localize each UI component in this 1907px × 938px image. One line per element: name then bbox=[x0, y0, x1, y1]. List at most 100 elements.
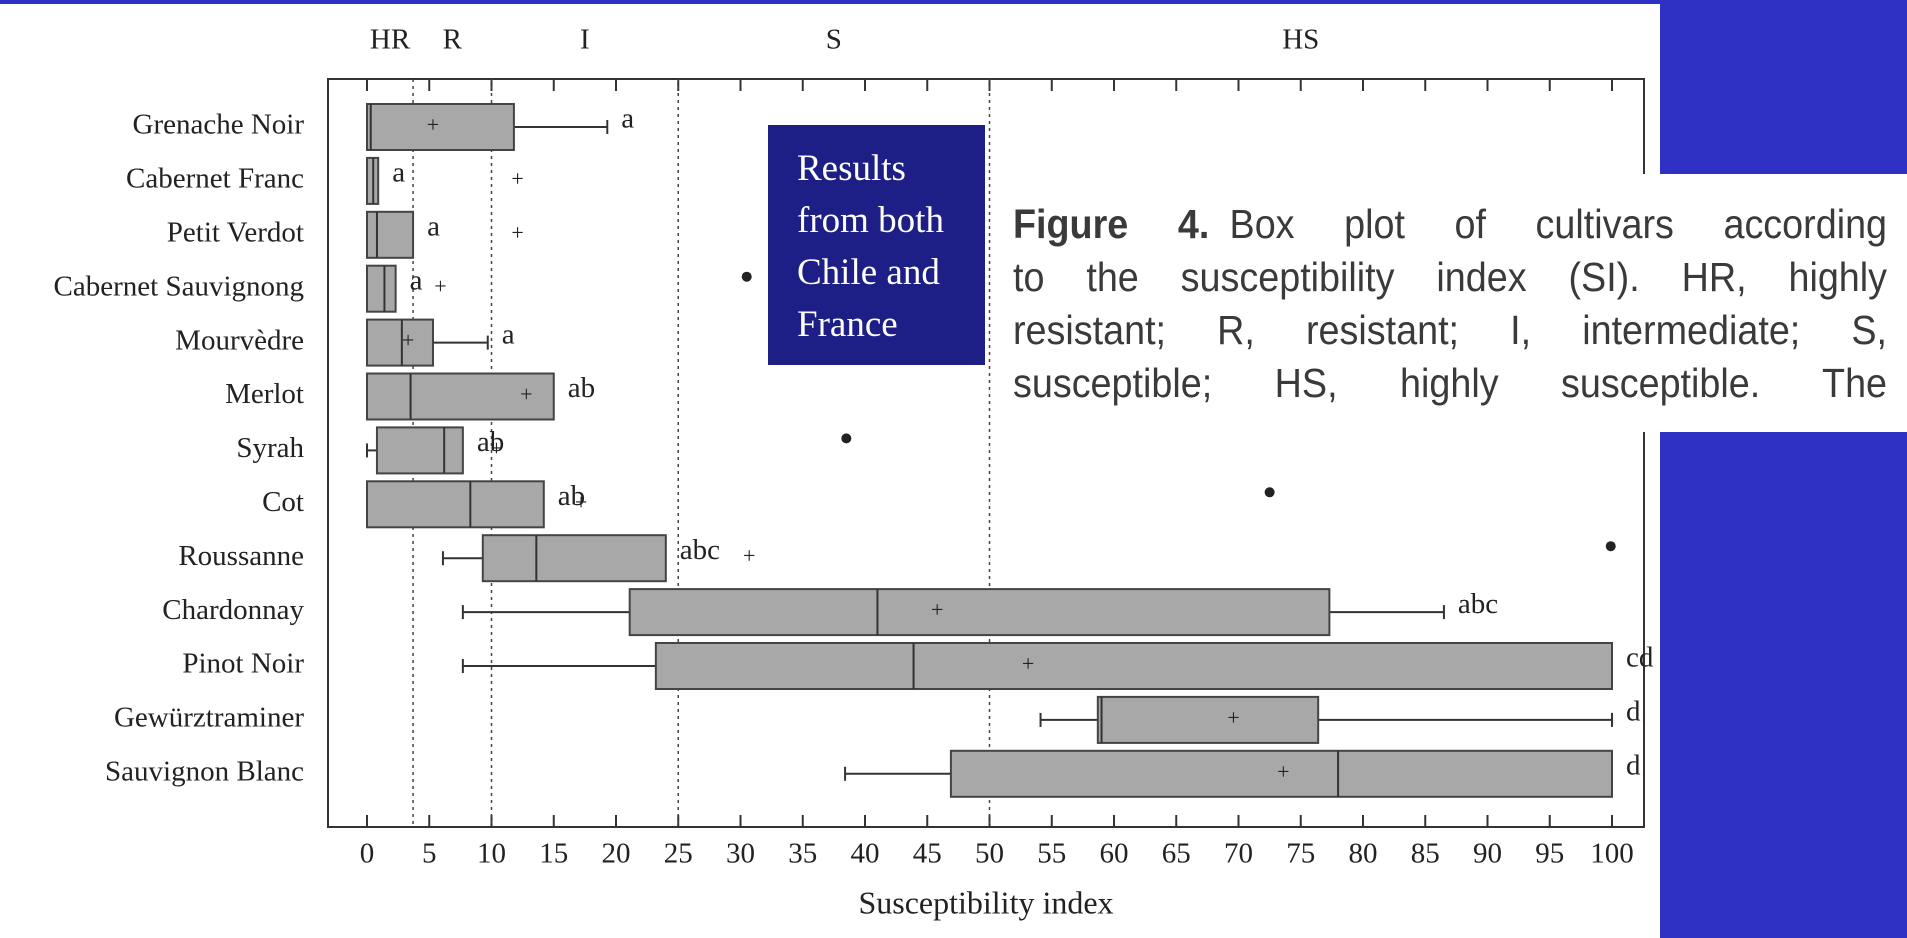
zone-label: I bbox=[580, 24, 590, 56]
category-label: Petit Verdot bbox=[167, 216, 304, 248]
caption-text: to the susceptibility index (SI). HR, hi… bbox=[1013, 254, 1888, 300]
x-tick-label: 100 bbox=[1590, 838, 1634, 870]
chart: 0 5 10 15 20 25 30 35 40 45 50 55 60 65 70 75 80 85 90 95 10… bbox=[54, 24, 1654, 921]
x-tick-label: 40 bbox=[851, 838, 880, 870]
caption-label: Figure 4. bbox=[1013, 201, 1210, 247]
category-label: Gewürztraminer bbox=[114, 702, 304, 734]
outlier bbox=[1264, 487, 1275, 498]
x-tick-label: 45 bbox=[913, 838, 942, 870]
caption-line: to the susceptibility index (SI). HR, hi… bbox=[1013, 251, 1887, 304]
box bbox=[366, 318, 434, 367]
category-label: Grenache Noir bbox=[133, 109, 305, 141]
caption: Figure 4. Box plot of cultivars according… bbox=[995, 174, 1907, 432]
caption-text: resistant; R, resistant; I, intermediate… bbox=[1013, 307, 1888, 353]
note-line: France bbox=[797, 304, 898, 345]
mean-marker: + bbox=[1227, 705, 1239, 730]
x-tick-label: 25 bbox=[664, 838, 693, 870]
category-label: Mourvèdre bbox=[175, 324, 304, 356]
group-letter: a bbox=[427, 210, 440, 242]
group-letter: abc bbox=[680, 534, 720, 566]
group-letter: a bbox=[392, 157, 405, 189]
caption-line: resistant; R, resistant; I, intermediate… bbox=[1013, 304, 1887, 357]
outlier bbox=[841, 433, 852, 444]
x-tick-label: 95 bbox=[1535, 838, 1564, 870]
x-tick-label: 0 bbox=[360, 838, 375, 870]
category-label: Roussanne bbox=[178, 540, 304, 572]
category-label: Pinot Noir bbox=[182, 648, 304, 680]
category-label: Cabernet Franc bbox=[126, 163, 304, 195]
note-box: Results from both Chile and France bbox=[768, 125, 985, 365]
mean-marker: + bbox=[575, 489, 587, 514]
note-line: Chile and bbox=[797, 252, 940, 293]
caption-text: susceptible; HS, highly susceptible. The bbox=[1013, 360, 1888, 406]
caption-line: susceptible; HS, highly susceptible. The bbox=[1013, 357, 1887, 410]
group-letter: ab bbox=[558, 480, 585, 512]
mean-marker: + bbox=[743, 543, 755, 568]
box bbox=[628, 588, 1331, 637]
x-tick-label: 35 bbox=[788, 838, 817, 870]
x-tick-label: 15 bbox=[539, 838, 568, 870]
box bbox=[481, 534, 667, 583]
group-letter: d bbox=[1626, 749, 1641, 781]
outlier bbox=[741, 271, 752, 282]
x-tick-label: 85 bbox=[1411, 838, 1440, 870]
mean-marker: + bbox=[520, 382, 532, 407]
box bbox=[654, 642, 1613, 690]
zone-label: R bbox=[443, 24, 463, 56]
mean-marker: + bbox=[402, 328, 414, 353]
box bbox=[366, 210, 415, 259]
mean-marker: + bbox=[427, 112, 439, 137]
category-label: Sauvignon Blanc bbox=[105, 755, 304, 787]
x-tick-label: 90 bbox=[1473, 838, 1502, 870]
x-tick-label: 20 bbox=[602, 838, 631, 870]
box bbox=[366, 372, 555, 421]
plot-frame bbox=[327, 78, 1645, 828]
mean-marker: + bbox=[511, 166, 523, 191]
x-tick-label: 30 bbox=[726, 838, 755, 870]
caption-line: Figure 4. Box plot of cultivars according bbox=[1013, 198, 1887, 251]
x-tick-label: 55 bbox=[1037, 838, 1066, 870]
mean-marker: + bbox=[511, 220, 523, 245]
mean-marker: + bbox=[931, 597, 943, 622]
x-tick-label: 75 bbox=[1286, 838, 1315, 870]
x-tick-label: 10 bbox=[477, 838, 506, 870]
box bbox=[366, 480, 545, 529]
box bbox=[366, 264, 397, 313]
x-tick-label: 50 bbox=[975, 838, 1004, 870]
group-letter: a bbox=[621, 103, 634, 135]
mean-marker: + bbox=[434, 274, 446, 299]
x-tick-label: 80 bbox=[1349, 838, 1378, 870]
x-tick-label: 65 bbox=[1162, 838, 1191, 870]
note-line: from both bbox=[797, 200, 944, 241]
box bbox=[366, 103, 515, 151]
group-letter: cd bbox=[1626, 642, 1654, 674]
category-label: Cot bbox=[262, 486, 304, 518]
note-line: Results bbox=[797, 148, 906, 189]
zone-label: HS bbox=[1282, 24, 1319, 56]
mean-marker: + bbox=[1022, 651, 1034, 676]
x-tick-label: 70 bbox=[1224, 838, 1253, 870]
caption-text: Box plot of cultivars according bbox=[1229, 201, 1888, 247]
group-letter: d bbox=[1626, 696, 1641, 728]
category-label: Merlot bbox=[225, 378, 304, 410]
zone-label: S bbox=[826, 24, 842, 56]
x-tick-label: 60 bbox=[1100, 838, 1129, 870]
group-letter: ab bbox=[568, 372, 595, 404]
category-label: Syrah bbox=[236, 432, 304, 464]
x-axis-label: Susceptibility index bbox=[858, 884, 1113, 920]
group-letter: abc bbox=[1458, 588, 1498, 620]
box bbox=[1096, 695, 1320, 744]
x-tick-label: 5 bbox=[422, 838, 437, 870]
group-letter: ab bbox=[477, 426, 504, 458]
category-label: Cabernet Sauvignong bbox=[54, 270, 304, 302]
box bbox=[949, 749, 1613, 798]
mean-marker: + bbox=[490, 435, 502, 460]
group-letter: a bbox=[410, 264, 423, 296]
outlier bbox=[1605, 541, 1616, 552]
group-letter: a bbox=[502, 318, 515, 350]
mean-marker: + bbox=[1277, 759, 1289, 784]
category-label: Chardonnay bbox=[162, 594, 304, 626]
zone-label: HR bbox=[370, 24, 411, 56]
box bbox=[375, 426, 464, 475]
